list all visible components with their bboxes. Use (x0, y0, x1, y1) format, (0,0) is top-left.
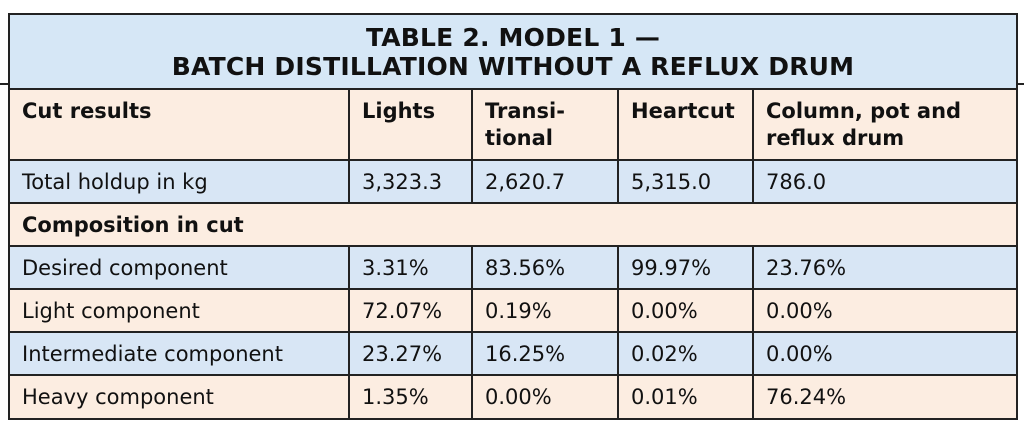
cell: 786.0 (752, 159, 1016, 204)
cell: 0.00% (471, 374, 619, 418)
cell: 2,620.7 (471, 159, 619, 204)
col-header: Heartcut (617, 90, 754, 161)
cell: 99.97% (617, 245, 754, 290)
col-header: Column, pot and reflux drum (752, 90, 1016, 161)
table-row: Intermediate component 23.27% 16.25% 0.0… (10, 331, 1016, 376)
cell: 72.07% (348, 288, 473, 333)
cell: 23.27% (348, 331, 473, 376)
cell: 83.56% (471, 245, 619, 290)
header-row: Cut results Lights Transi- tional Heartc… (10, 90, 1016, 161)
cell: 23.76% (752, 245, 1016, 290)
col-header: Transi- tional (471, 90, 619, 161)
cell: 0.01% (617, 374, 754, 418)
title-line-1: TABLE 2. MODEL 1 — (365, 23, 661, 52)
cell: 3.31% (348, 245, 473, 290)
left-rule (0, 83, 10, 85)
right-rule (1014, 83, 1024, 85)
table-row: Total holdup in kg 3,323.3 2,620.7 5,315… (10, 159, 1016, 204)
col-header: Cut results (10, 90, 350, 161)
cell: 0.19% (471, 288, 619, 333)
cell: 0.00% (752, 331, 1016, 376)
section-label: Composition in cut (10, 202, 1016, 247)
table-row: Heavy component 1.35% 0.00% 0.01% 76.24% (10, 374, 1016, 418)
cell: 76.24% (752, 374, 1016, 418)
table-row: Light component 72.07% 0.19% 0.00% 0.00% (10, 288, 1016, 333)
title-line-2: BATCH DISTILLATION WITHOUT A REFLUX DRUM (171, 52, 855, 81)
row-label: Desired component (10, 245, 350, 290)
cell: 3,323.3 (348, 159, 473, 204)
cell: 0.02% (617, 331, 754, 376)
cell: 5,315.0 (617, 159, 754, 204)
row-label: Intermediate component (10, 331, 350, 376)
cell: 0.00% (617, 288, 754, 333)
table-title: TABLE 2. MODEL 1 — BATCH DISTILLATION WI… (10, 15, 1016, 90)
table-row: Desired component 3.31% 83.56% 99.97% 23… (10, 245, 1016, 290)
section-row: Composition in cut (10, 202, 1016, 247)
row-label: Heavy component (10, 374, 350, 418)
cell: 1.35% (348, 374, 473, 418)
cell: 16.25% (471, 331, 619, 376)
col-header: Lights (348, 90, 473, 161)
row-label: Light component (10, 288, 350, 333)
row-label: Total holdup in kg (10, 159, 350, 204)
cell: 0.00% (752, 288, 1016, 333)
data-table: TABLE 2. MODEL 1 — BATCH DISTILLATION WI… (8, 13, 1018, 420)
